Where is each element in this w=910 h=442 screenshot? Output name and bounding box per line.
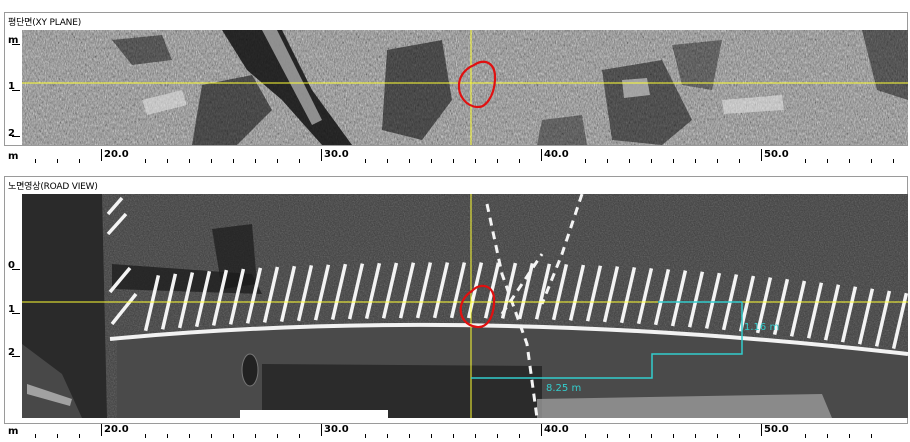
- road-x-label-30: 30.0: [324, 424, 349, 435]
- xy-plane-y-tick-2: 2: [8, 128, 15, 139]
- road-view-y-axis: 0 1 2: [2, 194, 22, 418]
- xy-plane-x-unit: m: [8, 151, 19, 162]
- xy-plane-scan-view[interactable]: [22, 30, 908, 145]
- distance-horizontal-label: 8.25 m: [546, 383, 581, 394]
- xy-x-label-50: 50.0: [764, 149, 789, 160]
- xy-plane-x-axis: m 20.0 30.0 40.0 50.0: [4, 147, 908, 167]
- road-view-image[interactable]: 8.25 m 1.16 m: [22, 194, 908, 418]
- xy-plane-y-axis: m 1 2: [2, 30, 22, 145]
- road-view-y-tick-0: 0: [8, 260, 15, 271]
- road-view-x-axis: m 20.0 30.0 40.0 50.0: [4, 422, 908, 442]
- road-view-x-unit: m: [8, 426, 19, 437]
- xy-plane-y-unit: m: [8, 35, 19, 46]
- xy-plane-title: 평단면(XY PLANE): [8, 18, 82, 28]
- xy-plane-y-tick-1: 1: [8, 81, 15, 92]
- xy-x-label-20: 20.0: [104, 149, 129, 160]
- road-view-y-tick-1: 1: [8, 304, 15, 315]
- road-x-label-40: 40.0: [544, 424, 569, 435]
- xy-x-label-40: 40.0: [544, 149, 569, 160]
- xy-x-label-30: 30.0: [324, 149, 349, 160]
- distance-vertical-label: 1.16 m: [744, 322, 779, 333]
- road-x-label-20: 20.0: [104, 424, 129, 435]
- road-view-title: 노면영상(ROAD VIEW): [8, 182, 98, 192]
- road-view-y-tick-2: 2: [8, 347, 15, 358]
- road-x-label-50: 50.0: [764, 424, 789, 435]
